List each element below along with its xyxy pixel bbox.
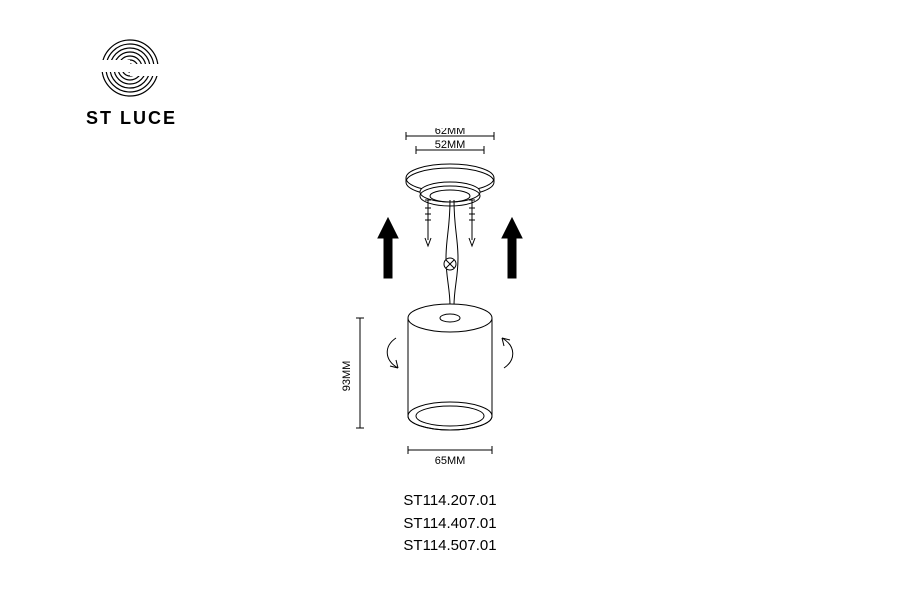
brand-name: ST LUCE xyxy=(86,108,177,129)
sku-item: ST114.507.01 xyxy=(0,535,900,558)
dim-body-diameter: 65MM xyxy=(435,455,466,467)
brand-logo xyxy=(100,38,160,98)
sku-item: ST114.207.01 xyxy=(0,490,900,513)
sku-item: ST114.407.01 xyxy=(0,513,900,536)
dim-plate-outer: 62MM xyxy=(435,128,466,137)
technical-drawing: 62MM 52MM 93MM 65MM xyxy=(300,128,600,468)
dim-plate-inner: 52MM xyxy=(435,139,466,151)
sku-list: ST114.207.01 ST114.407.01 ST114.507.01 xyxy=(0,490,900,558)
dim-body-height: 93MM xyxy=(341,361,353,392)
